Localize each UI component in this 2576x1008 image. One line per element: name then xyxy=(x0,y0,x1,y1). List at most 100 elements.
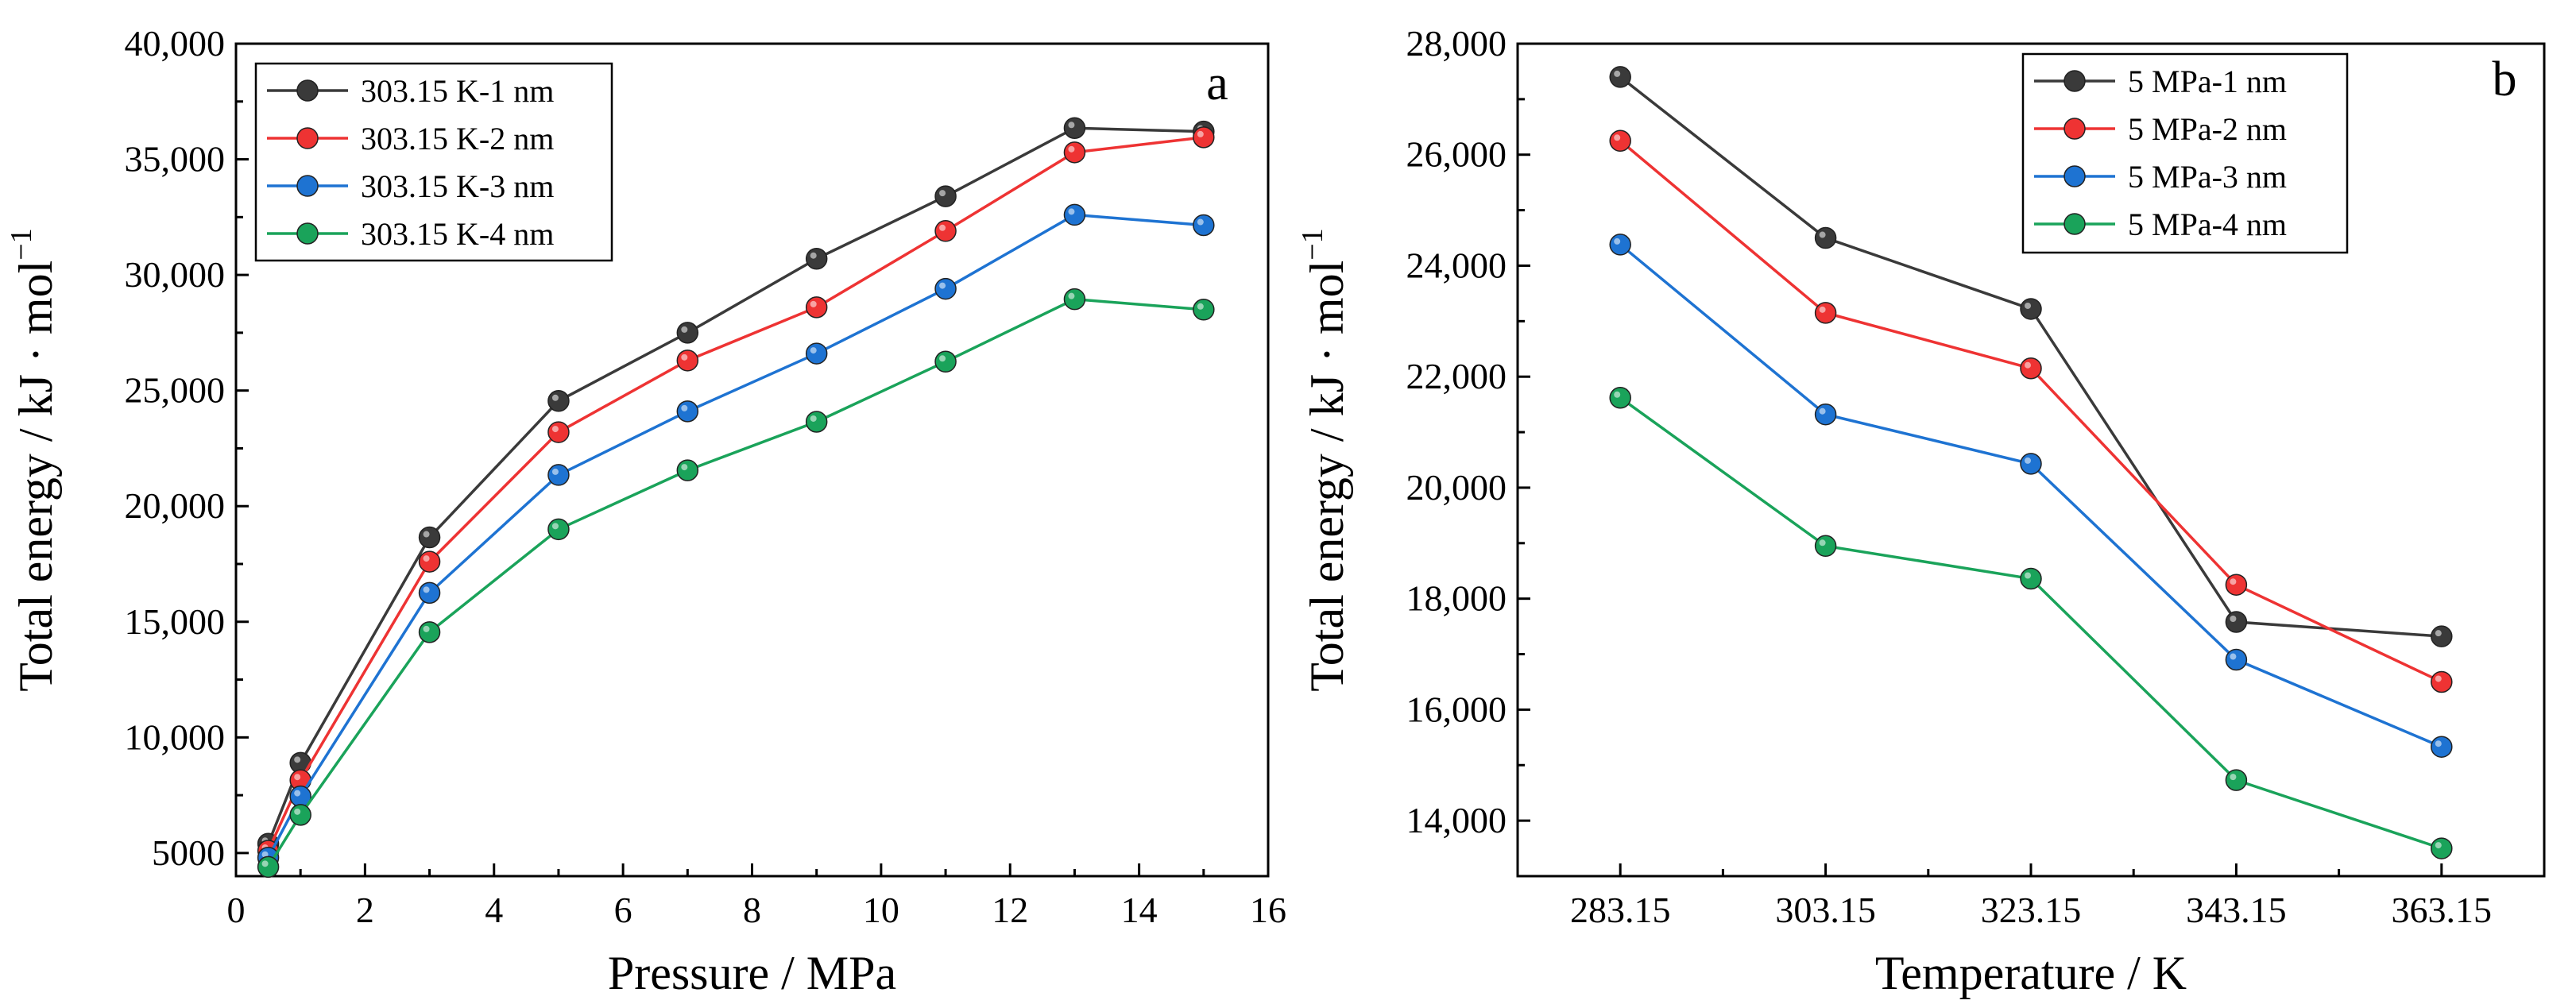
x-axis-label: Pressure / MPa xyxy=(608,947,896,999)
data-point xyxy=(2225,574,2248,596)
legend-marker xyxy=(2064,70,2086,92)
data-point-highlight xyxy=(551,468,559,475)
data-point-highlight xyxy=(681,353,688,361)
data-point-highlight xyxy=(551,523,559,530)
data-point-highlight xyxy=(2230,616,2237,623)
legend-label: 303.15 K-1 nm xyxy=(361,73,554,109)
data-point-highlight xyxy=(294,756,301,763)
series-line-3 xyxy=(267,213,1204,859)
data-point xyxy=(1609,386,1631,409)
x-tick-label: 0 xyxy=(227,890,246,930)
data-point-highlight xyxy=(939,224,946,231)
y-tick-label: 16,000 xyxy=(1406,689,1507,729)
y-axis-label-text: Total energy / kJ · mol xyxy=(1301,261,1353,692)
data-point xyxy=(1609,129,1631,153)
data-point xyxy=(418,581,441,604)
data-point-highlight xyxy=(939,282,946,289)
data-point xyxy=(805,342,828,365)
data-point xyxy=(934,220,957,242)
y-tick-label: 24,000 xyxy=(1406,245,1507,285)
data-point xyxy=(2020,567,2042,590)
data-point-highlight xyxy=(2230,578,2237,585)
data-point-highlight xyxy=(1819,407,1826,415)
legend-label: 5 MPa-1 nm xyxy=(2128,64,2287,99)
data-point xyxy=(676,350,699,372)
legend-label: 303.15 K-4 nm xyxy=(361,216,554,252)
data-point-highlight xyxy=(1614,70,1621,77)
data-point-highlight xyxy=(2435,630,2442,637)
data-point xyxy=(1063,203,1086,226)
y-tick-label: 20,000 xyxy=(125,485,226,526)
x-tick-label: 303.15 xyxy=(1775,890,1876,930)
data-point-highlight xyxy=(1197,130,1204,137)
data-point xyxy=(2431,625,2453,647)
data-point-highlight xyxy=(294,808,301,815)
legend-label: 5 MPa-3 nm xyxy=(2128,159,2287,195)
data-point xyxy=(1193,214,1215,237)
data-point xyxy=(418,550,441,573)
y-tick-label: 5000 xyxy=(152,832,225,873)
data-point xyxy=(1609,66,1631,88)
legend-marker xyxy=(296,222,319,245)
data-point-highlight xyxy=(1197,218,1204,226)
y-axis-label-superscript: −1 xyxy=(1296,228,1329,260)
data-point-highlight xyxy=(2435,842,2442,849)
y-tick-label: 20,000 xyxy=(1406,467,1507,508)
panel-label: b xyxy=(2493,52,2517,106)
legend-marker xyxy=(2064,118,2086,140)
y-tick-label: 14,000 xyxy=(1406,800,1507,840)
data-point-highlight xyxy=(423,555,430,562)
x-tick-label: 343.15 xyxy=(2186,890,2287,930)
data-point-highlight xyxy=(2230,653,2237,660)
x-tick-label: 323.15 xyxy=(1981,890,2082,930)
data-point xyxy=(1814,535,1837,558)
y-tick-label: 10,000 xyxy=(125,716,226,757)
data-point-highlight xyxy=(2025,572,2031,579)
y-tick-label: 40,000 xyxy=(125,23,226,64)
data-point xyxy=(1193,299,1215,321)
x-tick-label: 4 xyxy=(485,890,503,930)
data-point xyxy=(2431,837,2453,859)
data-point xyxy=(676,459,699,481)
data-point-highlight xyxy=(1819,539,1826,546)
data-point xyxy=(676,400,699,423)
series-line-4 xyxy=(267,297,1204,868)
data-point-highlight xyxy=(294,774,301,781)
data-point-highlight xyxy=(681,464,688,471)
data-point xyxy=(547,464,570,486)
data-point-highlight xyxy=(423,586,430,593)
data-point-highlight xyxy=(2435,675,2442,682)
data-point xyxy=(1814,403,1837,426)
data-point-highlight xyxy=(1197,303,1204,310)
data-point xyxy=(418,526,441,549)
data-point-highlight xyxy=(1614,238,1621,245)
data-point xyxy=(2225,611,2248,633)
data-point xyxy=(1063,141,1086,164)
legend-label: 5 MPa-2 nm xyxy=(2128,111,2287,147)
data-point-highlight xyxy=(939,190,946,197)
y-tick-label: 15,000 xyxy=(125,601,226,642)
data-point-highlight xyxy=(261,851,269,858)
legend-label: 5 MPa-4 nm xyxy=(2128,207,2287,242)
y-axis-label-text: Total energy / kJ · mol xyxy=(10,261,62,692)
data-point xyxy=(2225,769,2248,791)
y-tick-label: 25,000 xyxy=(125,370,226,411)
y-tick-label: 35,000 xyxy=(125,139,226,180)
data-point xyxy=(547,421,570,443)
data-point-highlight xyxy=(939,355,946,362)
data-point-highlight xyxy=(551,426,559,433)
data-point xyxy=(934,350,957,373)
data-point-highlight xyxy=(423,625,430,632)
legend-label: 303.15 K-3 nm xyxy=(361,168,554,204)
legend-marker xyxy=(296,127,319,149)
data-point-highlight xyxy=(810,347,817,354)
data-point xyxy=(1814,226,1837,249)
y-tick-label: 22,000 xyxy=(1406,356,1507,396)
x-tick-label: 16 xyxy=(1250,890,1286,930)
x-tick-label: 12 xyxy=(992,890,1028,930)
data-point xyxy=(1814,302,1837,324)
y-tick-label: 30,000 xyxy=(125,254,226,295)
legend-marker xyxy=(296,175,319,197)
y-axis-label: Total energy / kJ · mol−1 xyxy=(5,228,62,691)
